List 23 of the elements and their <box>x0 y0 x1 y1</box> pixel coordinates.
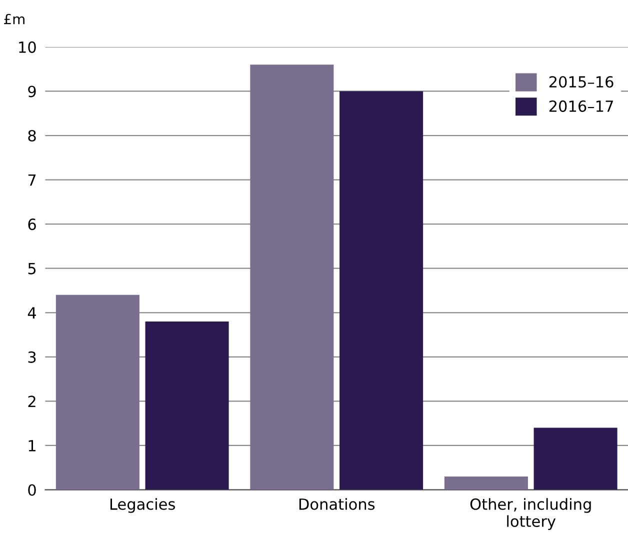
bar <box>444 476 528 490</box>
bar <box>56 294 140 490</box>
bar <box>250 64 334 490</box>
x-tick-label: Legacies <box>110 498 175 513</box>
bar <box>534 428 618 490</box>
y-tick-label: 7 <box>28 174 36 186</box>
legend-label: 2015–16 <box>549 76 614 88</box>
bar <box>145 321 229 490</box>
y-tick-label: 4 <box>28 307 36 318</box>
y-tick-label: 5 <box>28 263 36 274</box>
y-tick-label: 9 <box>28 86 36 98</box>
y-tick-label: 1 <box>28 440 36 452</box>
legend-label: 2016–17 <box>549 100 613 112</box>
y-tick-label: 3 <box>28 351 36 363</box>
y-axis-title: £m <box>4 14 24 24</box>
y-tick-label: 6 <box>28 218 36 230</box>
x-tick-label: Other, including lottery <box>470 498 591 530</box>
bar <box>340 91 424 490</box>
y-tick-label: 8 <box>28 130 36 142</box>
x-tick-label: Donations <box>299 498 375 510</box>
y-tick-label: 2 <box>28 396 36 408</box>
y-tick-label: 10 <box>19 41 36 53</box>
y-tick-label: 0 <box>28 484 36 496</box>
